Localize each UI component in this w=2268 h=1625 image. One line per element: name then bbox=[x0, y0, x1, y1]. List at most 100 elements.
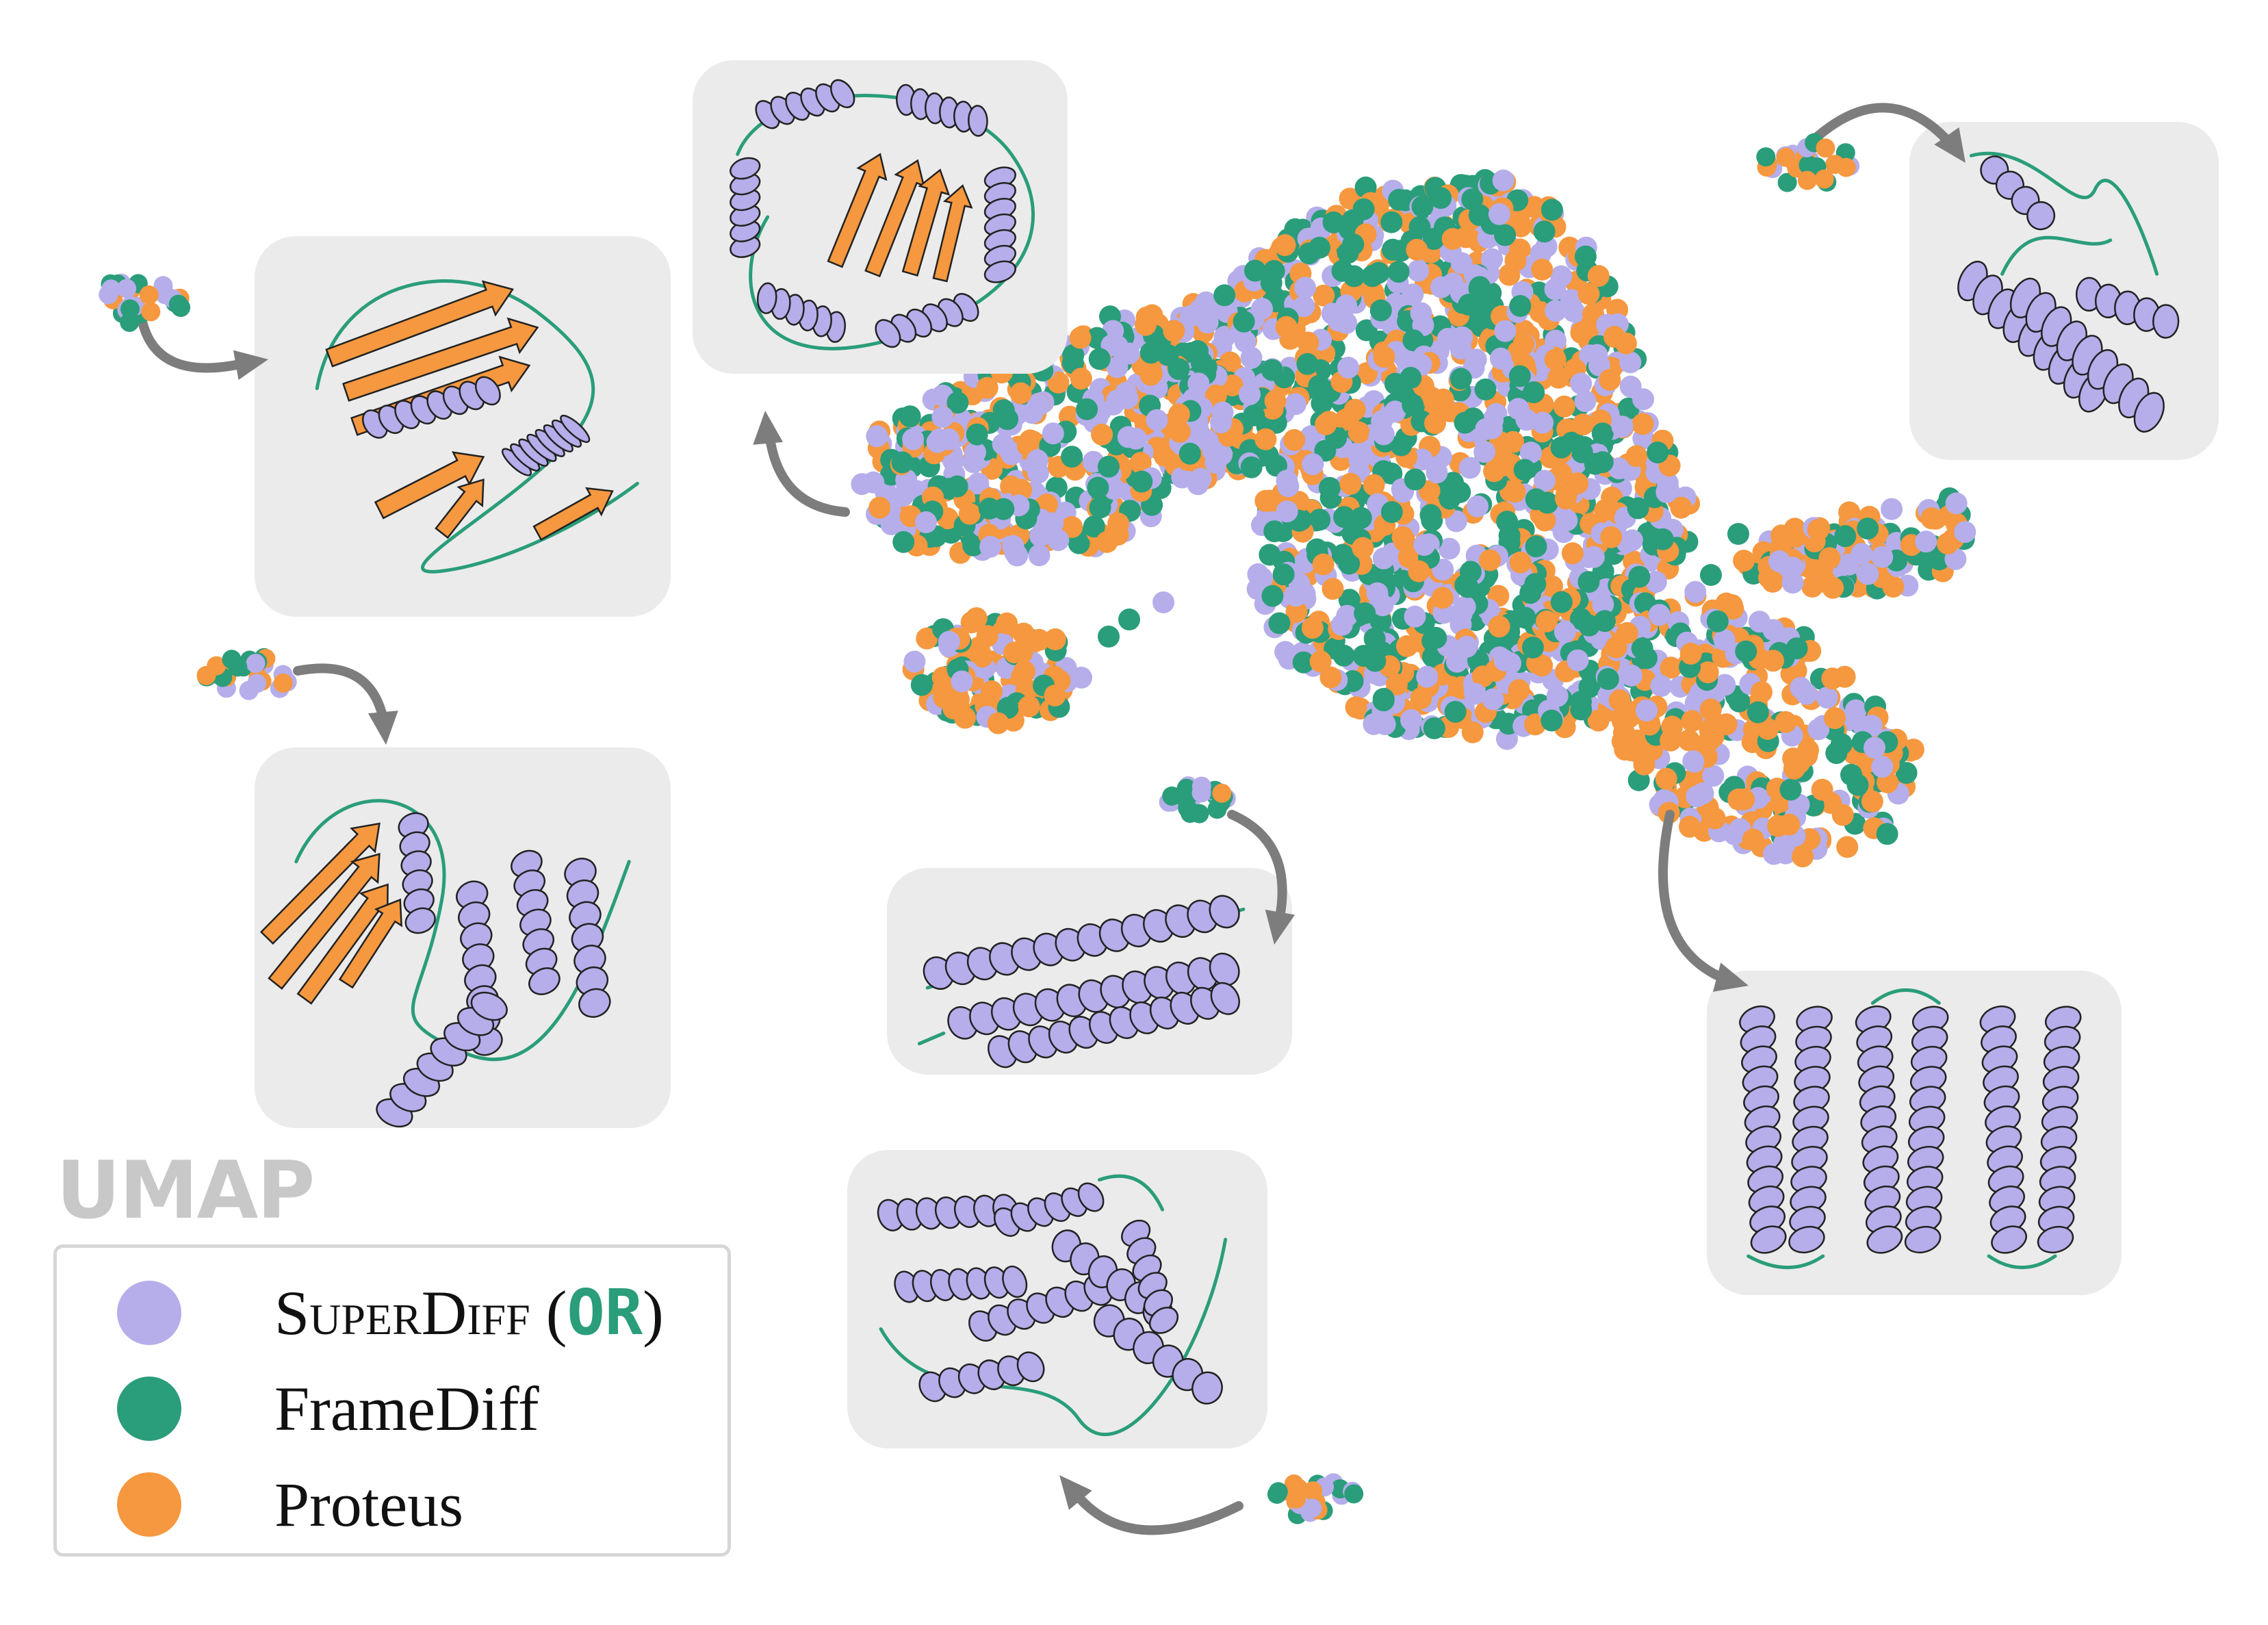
point-superdiff bbox=[1570, 372, 1593, 395]
point-proteus bbox=[1796, 745, 1818, 767]
point-superdiff bbox=[1493, 649, 1516, 671]
beta-strand bbox=[259, 822, 381, 945]
helix-segment bbox=[1148, 1307, 1179, 1334]
point-superdiff bbox=[1436, 328, 1459, 350]
point-proteus bbox=[1275, 316, 1298, 338]
point-proteus bbox=[1733, 788, 1755, 810]
point-superdiff bbox=[1336, 604, 1358, 627]
point-proteus bbox=[1861, 790, 1883, 812]
point-superdiff bbox=[1611, 415, 1634, 438]
point-proteus bbox=[1679, 643, 1702, 665]
mini-cluster bbox=[196, 648, 297, 700]
point-framediff bbox=[1876, 823, 1898, 845]
point-outlier bbox=[1727, 523, 1749, 545]
point-proteus bbox=[1309, 650, 1332, 673]
helix-segment bbox=[1209, 952, 1240, 986]
point-superdiff bbox=[903, 650, 926, 673]
point-proteus bbox=[1091, 423, 1113, 446]
point-framediff bbox=[966, 423, 988, 446]
point-framediff bbox=[1411, 195, 1434, 218]
point-superdiff bbox=[1648, 604, 1671, 626]
point-framediff bbox=[1570, 698, 1593, 721]
point-superdiff bbox=[992, 433, 1014, 455]
point-superdiff bbox=[1458, 457, 1481, 479]
structure-panels bbox=[255, 60, 2219, 1448]
point-proteus bbox=[1408, 560, 1430, 583]
mini-point bbox=[1302, 1498, 1322, 1518]
point-superdiff bbox=[1488, 203, 1510, 225]
point-framediff bbox=[1444, 700, 1467, 723]
point-proteus bbox=[1009, 382, 1032, 405]
point-superdiff bbox=[1103, 478, 1125, 500]
helix-segment bbox=[2152, 304, 2180, 339]
point-framediff bbox=[1779, 778, 1802, 801]
point-superdiff bbox=[1021, 402, 1044, 424]
mini-point bbox=[1814, 169, 1834, 189]
point-superdiff bbox=[1187, 372, 1210, 395]
mini-point bbox=[153, 276, 173, 296]
point-proteus bbox=[1163, 320, 1185, 342]
helix-segment bbox=[1016, 1351, 1045, 1383]
point-framediff bbox=[1296, 353, 1319, 375]
point-framediff bbox=[1706, 610, 1729, 632]
point-proteus bbox=[1343, 398, 1366, 421]
point-proteus bbox=[1393, 530, 1416, 552]
point-framediff bbox=[1259, 543, 1281, 566]
point-proteus bbox=[1471, 665, 1494, 688]
point-framediff bbox=[1213, 284, 1236, 307]
point-proteus bbox=[1153, 444, 1176, 467]
point-proteus bbox=[1681, 710, 1703, 732]
point-proteus bbox=[1920, 507, 1943, 530]
point-proteus bbox=[1313, 284, 1335, 307]
point-framediff bbox=[1591, 422, 1614, 445]
point-framediff bbox=[1747, 701, 1769, 724]
helix-segment bbox=[983, 260, 1016, 283]
point-proteus bbox=[1541, 575, 1563, 598]
point-superdiff bbox=[1467, 495, 1489, 517]
beta-strand bbox=[532, 487, 614, 541]
point-proteus bbox=[868, 496, 891, 519]
mini-cluster bbox=[99, 273, 191, 332]
point-framediff bbox=[1513, 459, 1536, 481]
point-proteus bbox=[1751, 681, 1773, 704]
helix-segment bbox=[1750, 1225, 1787, 1254]
point-superdiff bbox=[1489, 347, 1512, 370]
point-proteus bbox=[1818, 547, 1841, 570]
point-proteus bbox=[1283, 428, 1306, 451]
mini-point bbox=[1303, 1481, 1323, 1501]
point-superdiff bbox=[902, 428, 925, 450]
point-framediff bbox=[1157, 344, 1179, 366]
point-framediff bbox=[1338, 589, 1361, 611]
point-proteus bbox=[976, 376, 998, 399]
point-superdiff bbox=[915, 511, 937, 533]
point-framediff bbox=[1260, 272, 1283, 294]
point-superdiff bbox=[1881, 498, 1903, 520]
point-framediff bbox=[1430, 187, 1452, 209]
point-framediff bbox=[1533, 220, 1556, 243]
point-framediff bbox=[946, 392, 969, 414]
point-framediff bbox=[910, 674, 933, 696]
point-superdiff bbox=[1456, 635, 1478, 658]
point-framediff bbox=[1597, 668, 1619, 690]
point-proteus bbox=[1107, 513, 1130, 535]
point-framediff bbox=[1439, 487, 1461, 510]
point-proteus bbox=[1424, 412, 1446, 435]
mini-point bbox=[246, 654, 266, 674]
point-framediff bbox=[891, 451, 914, 474]
point-proteus bbox=[1345, 696, 1367, 719]
point-framediff bbox=[1089, 496, 1111, 519]
point-proteus bbox=[1625, 445, 1648, 468]
mini-cluster bbox=[1159, 776, 1236, 823]
point-superdiff bbox=[926, 431, 949, 453]
loop bbox=[736, 94, 1035, 350]
point-superdiff bbox=[1372, 423, 1395, 446]
point-superdiff bbox=[1567, 649, 1589, 671]
point-superdiff bbox=[1277, 475, 1300, 498]
helix-segment bbox=[1904, 1225, 1942, 1254]
point-framediff bbox=[1591, 451, 1614, 474]
point-proteus bbox=[1822, 576, 1844, 599]
point-proteus bbox=[981, 680, 1003, 702]
point-framediff bbox=[1454, 411, 1476, 434]
point-framediff bbox=[1263, 520, 1286, 543]
point-superdiff bbox=[1202, 439, 1224, 462]
